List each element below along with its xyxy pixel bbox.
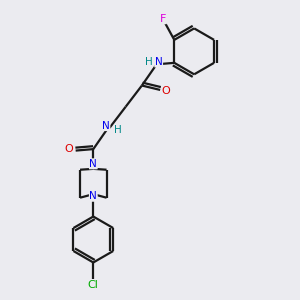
Text: N: N: [155, 57, 163, 67]
Text: N: N: [89, 159, 97, 169]
Text: Cl: Cl: [88, 280, 99, 290]
Text: F: F: [160, 14, 166, 24]
Text: N: N: [102, 121, 110, 130]
Text: O: O: [65, 144, 74, 154]
Text: N: N: [89, 191, 97, 201]
Text: H: H: [145, 57, 152, 67]
Text: O: O: [162, 86, 170, 96]
Text: H: H: [114, 125, 122, 135]
